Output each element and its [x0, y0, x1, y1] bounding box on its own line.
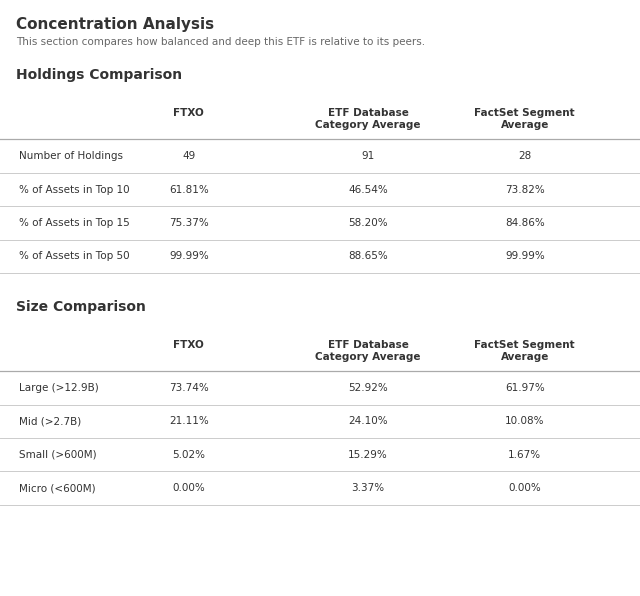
- Text: This section compares how balanced and deep this ETF is relative to its peers.: This section compares how balanced and d…: [16, 37, 425, 47]
- Text: 1.67%: 1.67%: [508, 450, 541, 460]
- Text: Small (>600M): Small (>600M): [19, 450, 97, 460]
- Text: 0.00%: 0.00%: [172, 483, 205, 493]
- Text: FTXO: FTXO: [173, 108, 204, 119]
- Text: % of Assets in Top 15: % of Assets in Top 15: [19, 218, 130, 228]
- Text: 28: 28: [518, 151, 531, 161]
- Text: 84.86%: 84.86%: [505, 218, 545, 228]
- Text: 5.02%: 5.02%: [172, 450, 205, 460]
- Text: 21.11%: 21.11%: [169, 417, 209, 426]
- Text: 58.20%: 58.20%: [348, 218, 388, 228]
- Text: 75.37%: 75.37%: [169, 218, 209, 228]
- Text: 49: 49: [182, 151, 195, 161]
- Text: 46.54%: 46.54%: [348, 185, 388, 194]
- Text: 0.00%: 0.00%: [508, 483, 541, 493]
- Text: % of Assets in Top 10: % of Assets in Top 10: [19, 185, 130, 194]
- Text: ETF Database
Category Average: ETF Database Category Average: [316, 108, 420, 130]
- Text: 3.37%: 3.37%: [351, 483, 385, 493]
- Text: 52.92%: 52.92%: [348, 383, 388, 393]
- Text: ETF Database
Category Average: ETF Database Category Average: [316, 340, 420, 362]
- Text: 61.97%: 61.97%: [505, 383, 545, 393]
- Text: Micro (<600M): Micro (<600M): [19, 483, 96, 493]
- Text: Mid (>2.7B): Mid (>2.7B): [19, 417, 81, 426]
- Text: 91: 91: [362, 151, 374, 161]
- Text: 73.74%: 73.74%: [169, 383, 209, 393]
- Text: 99.99%: 99.99%: [169, 252, 209, 261]
- Text: Number of Holdings: Number of Holdings: [19, 151, 123, 161]
- Text: Size Comparison: Size Comparison: [16, 300, 146, 313]
- Text: Concentration Analysis: Concentration Analysis: [16, 17, 214, 32]
- Text: FactSet Segment
Average: FactSet Segment Average: [474, 340, 575, 362]
- Text: 15.29%: 15.29%: [348, 450, 388, 460]
- Text: 61.81%: 61.81%: [169, 185, 209, 194]
- Text: 24.10%: 24.10%: [348, 417, 388, 426]
- Text: Large (>12.9B): Large (>12.9B): [19, 383, 99, 393]
- Text: 88.65%: 88.65%: [348, 252, 388, 261]
- Text: 99.99%: 99.99%: [505, 252, 545, 261]
- Text: FactSet Segment
Average: FactSet Segment Average: [474, 108, 575, 130]
- Text: 73.82%: 73.82%: [505, 185, 545, 194]
- Text: 10.08%: 10.08%: [505, 417, 545, 426]
- Text: FTXO: FTXO: [173, 340, 204, 350]
- Text: Holdings Comparison: Holdings Comparison: [16, 68, 182, 82]
- Text: % of Assets in Top 50: % of Assets in Top 50: [19, 252, 130, 261]
